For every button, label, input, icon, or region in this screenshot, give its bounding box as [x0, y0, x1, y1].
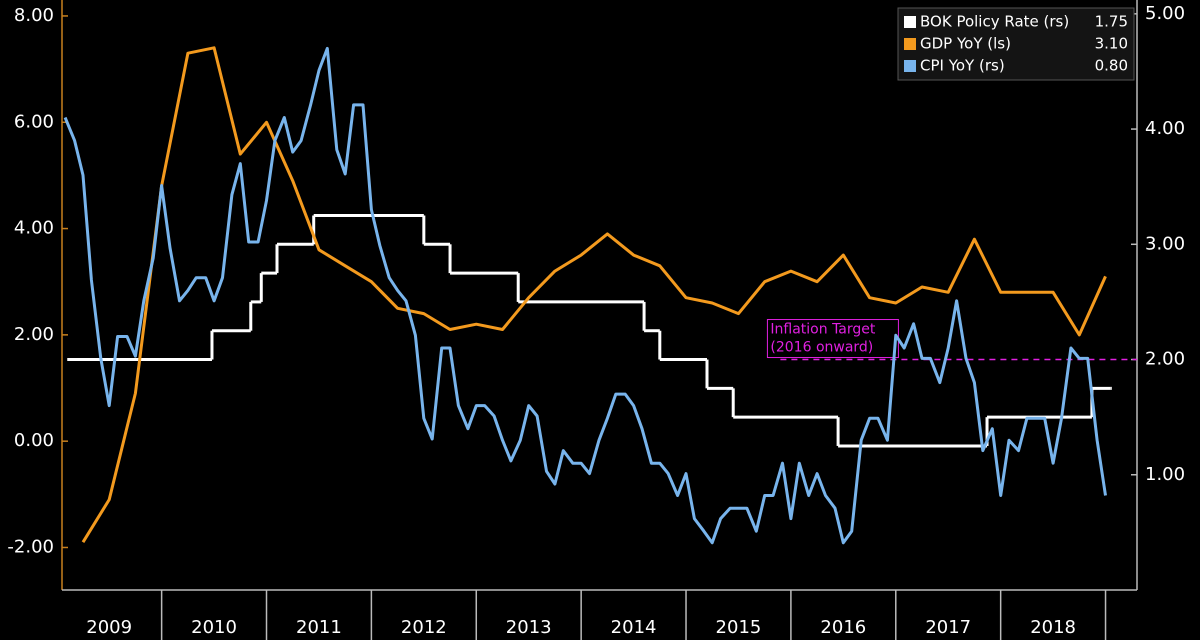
- y2-tick-label: 1.00: [1145, 464, 1185, 485]
- y-tick-label: 4.00: [14, 218, 54, 239]
- legend: BOK Policy Rate (rs) 1.75 GDP YoY (ls) 3.10…: [897, 7, 1135, 81]
- y-tick-label: 0.00: [14, 430, 54, 451]
- y2-tick-label: 3.00: [1145, 233, 1185, 254]
- series-line: [63, 46, 1107, 545]
- x-tick-label: 2017: [925, 617, 971, 638]
- y-tick-label: 6.00: [14, 111, 54, 132]
- legend-label: CPI YoY (rs): [920, 57, 1005, 75]
- series-line: [81, 46, 1107, 543]
- y2-tick-label: 4.00: [1145, 118, 1185, 139]
- y-tick-label: -2.00: [7, 536, 54, 557]
- x-tick-label: 2013: [506, 617, 552, 638]
- x-tick-label: 2016: [820, 617, 866, 638]
- annotation-text: (2016 onward): [770, 340, 873, 356]
- legend-value: 3.10: [1095, 35, 1128, 53]
- legend-value: 1.75: [1095, 13, 1128, 31]
- x-tick-label: 2015: [716, 617, 762, 638]
- annotation-text: Inflation Target: [770, 322, 875, 338]
- x-tick-label: 2009: [86, 617, 132, 638]
- legend-swatch: [904, 38, 916, 50]
- y-tick-label: 2.00: [14, 324, 54, 345]
- y2-tick-label: 5.00: [1145, 3, 1185, 24]
- x-tick-label: 2012: [401, 617, 447, 638]
- legend-value: 0.80: [1095, 57, 1128, 75]
- x-tick-label: 2010: [191, 617, 237, 638]
- plot-area: [63, 46, 1112, 545]
- y-tick-label: 8.00: [14, 5, 54, 26]
- legend-swatch: [904, 16, 916, 28]
- legend-label: BOK Policy Rate (rs): [920, 13, 1069, 31]
- x-tick-label: 2014: [611, 617, 657, 638]
- annotation-box: [766, 319, 899, 359]
- x-tick-label: 2011: [296, 617, 342, 638]
- legend-box: [897, 7, 1135, 81]
- legend-label: GDP YoY (ls): [920, 35, 1011, 53]
- x-tick-label: 2018: [1030, 617, 1076, 638]
- y2-tick-label: 2.00: [1145, 349, 1185, 370]
- legend-swatch: [904, 60, 916, 72]
